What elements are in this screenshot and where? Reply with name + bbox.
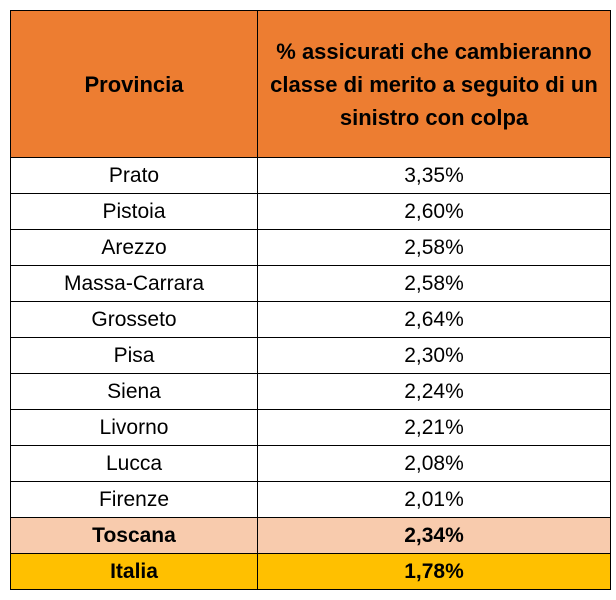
- cell-percentuale: 1,78%: [257, 553, 611, 590]
- cell-regione: Toscana: [10, 517, 258, 554]
- table-row: Arezzo 2,58%: [10, 229, 611, 266]
- cell-provincia: Siena: [10, 373, 258, 410]
- cell-percentuale: 2,60%: [257, 193, 611, 230]
- table-row: Grosseto 2,64%: [10, 301, 611, 338]
- table-row: Lucca 2,08%: [10, 445, 611, 482]
- province-percentage-table: Provincia % assicurati che cambieranno c…: [10, 10, 611, 590]
- cell-provincia: Prato: [10, 157, 258, 194]
- cell-percentuale: 3,35%: [257, 157, 611, 194]
- table-row: Pistoia 2,60%: [10, 193, 611, 230]
- cell-provincia: Pisa: [10, 337, 258, 374]
- table-row: Firenze 2,01%: [10, 481, 611, 518]
- table-row: Pisa 2,30%: [10, 337, 611, 374]
- header-percentuale: % assicurati che cambieranno classe di m…: [257, 10, 611, 158]
- cell-percentuale: 2,08%: [257, 445, 611, 482]
- table-row: Prato 3,35%: [10, 157, 611, 194]
- cell-provincia: Lucca: [10, 445, 258, 482]
- cell-provincia: Grosseto: [10, 301, 258, 338]
- header-provincia: Provincia: [10, 10, 258, 158]
- table-container: Provincia % assicurati che cambieranno c…: [10, 10, 611, 590]
- cell-percentuale: 2,34%: [257, 517, 611, 554]
- cell-provincia: Firenze: [10, 481, 258, 518]
- toscana-total-row: Toscana 2,34%: [10, 517, 611, 554]
- cell-provincia: Massa-Carrara: [10, 265, 258, 302]
- cell-percentuale: 2,21%: [257, 409, 611, 446]
- table-row: Livorno 2,21%: [10, 409, 611, 446]
- cell-percentuale: 2,01%: [257, 481, 611, 518]
- cell-percentuale: 2,58%: [257, 229, 611, 266]
- cell-provincia: Livorno: [10, 409, 258, 446]
- cell-provincia: Pistoia: [10, 193, 258, 230]
- cell-percentuale: 2,30%: [257, 337, 611, 374]
- table-row: Massa-Carrara 2,58%: [10, 265, 611, 302]
- cell-nazione: Italia: [10, 553, 258, 590]
- italia-total-row: Italia 1,78%: [10, 553, 611, 590]
- header-row: Provincia % assicurati che cambieranno c…: [10, 10, 611, 158]
- cell-provincia: Arezzo: [10, 229, 258, 266]
- cell-percentuale: 2,24%: [257, 373, 611, 410]
- table-row: Siena 2,24%: [10, 373, 611, 410]
- cell-percentuale: 2,64%: [257, 301, 611, 338]
- cell-percentuale: 2,58%: [257, 265, 611, 302]
